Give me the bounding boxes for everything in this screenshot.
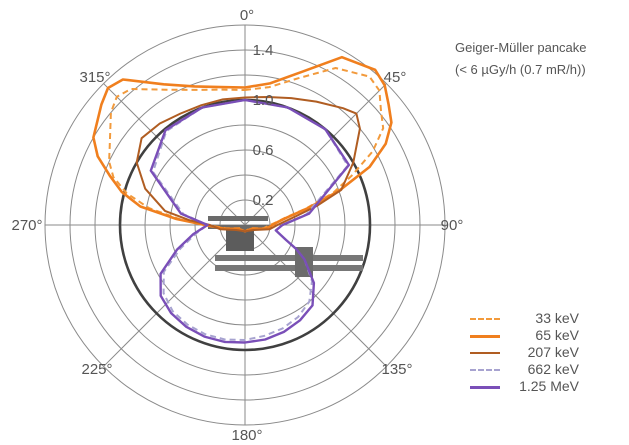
annotation-line-2: (< 6 µGy/h (0.7 mR/h)) [455,62,586,77]
radial-tick-label: 0.6 [253,142,274,159]
angle-tick-label: 90° [441,217,464,234]
angle-tick-label: 45° [384,69,407,86]
series-line [92,55,393,233]
angle-tick-label: 315° [79,69,110,86]
polar-grid [44,24,446,426]
grid-spoke [244,83,387,226]
detector-handle [215,255,363,261]
legend-label: 1.25 MeV [519,378,579,394]
legend-swatch [470,352,500,354]
detector-plate [208,216,268,221]
grid-spoke [103,224,246,367]
angle-tick-label: 0° [240,7,254,24]
grid-spoke [103,83,246,226]
legend-swatch [470,335,500,338]
legend-swatch [470,386,500,389]
series-layer [92,55,393,344]
legend-label: 33 keV [535,310,579,326]
radial-tick-label: 1.0 [253,92,274,109]
annotation-line-1: Geiger-Müller pancake [455,40,587,55]
angle-tick-label: 180° [231,427,262,444]
detector-body [226,229,254,251]
grid-spoke [244,224,387,367]
angle-tick-label: 270° [11,217,42,234]
legend-swatch [470,318,500,320]
radial-tick-label: 1.4 [253,42,274,59]
legend-label: 662 keV [527,361,579,377]
legend-label: 207 keV [527,344,579,360]
radial-tick-label: 0.2 [253,192,274,209]
legend-label: 65 keV [535,327,579,343]
detector-handle [215,265,363,271]
chart-labels: 0° 45° 90° 135° 180° 225° 270° 315° 0.2 0.6 1.0 1.4 [11,7,463,444]
detector-plate [208,225,272,229]
angle-tick-label: 135° [381,361,412,378]
series-line [135,96,361,233]
legend-swatch [470,369,500,371]
angle-tick-label: 225° [81,361,112,378]
series-line [149,98,351,344]
